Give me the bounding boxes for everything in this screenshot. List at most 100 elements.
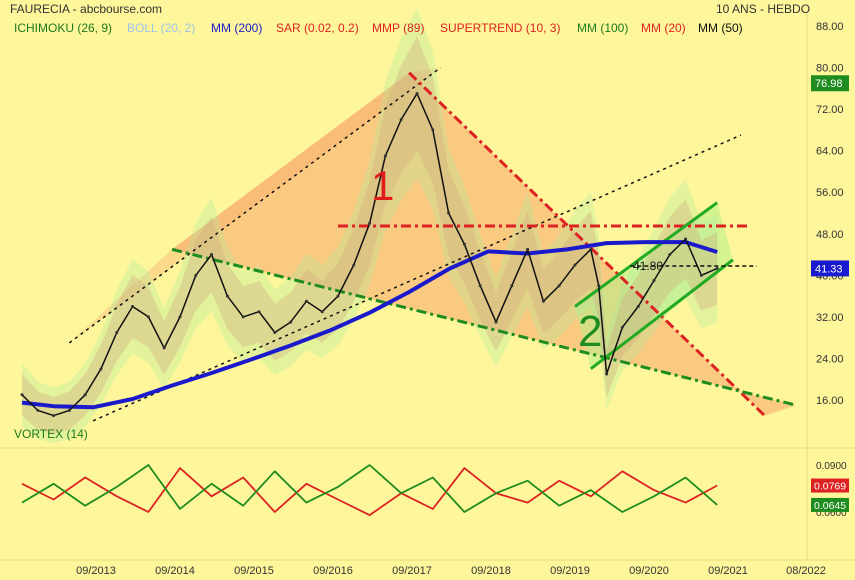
price-point (83, 393, 87, 397)
vortex-minus-line (21, 464, 718, 513)
price-point (652, 279, 656, 283)
legend-mm200: MM (200) (211, 21, 263, 35)
legend-mm20: MM (20) (641, 21, 686, 35)
y-tick-label: 48.00 (816, 229, 844, 241)
vortex-tick-label: 0.0900 (816, 461, 847, 472)
y-tick-label: 56.00 (816, 187, 844, 199)
price-badge (811, 75, 849, 92)
legend-sar: SAR (0.02, 0.2) (276, 21, 359, 35)
price-point (115, 330, 119, 334)
x-tick-label: 09/2020 (629, 565, 669, 577)
x-tick-label: 09/2013 (76, 565, 116, 577)
legend-supertrend: SUPERTREND (10, 3) (440, 21, 561, 35)
price-point (352, 263, 356, 267)
price-point (597, 284, 601, 288)
x-tick-label: 09/2014 (155, 565, 195, 577)
chart-period: 10 ANS - HEBDO (716, 2, 811, 16)
x-tick-label: 08/2022 (786, 565, 826, 577)
lower-trendline-1 (92, 134, 742, 422)
price-point (462, 242, 466, 246)
legend-mm50: MM (50) (698, 21, 743, 35)
price-point (478, 284, 482, 288)
legend-mmp89: MMP (89) (372, 21, 425, 35)
downtrend-line (408, 71, 766, 417)
x-tick-label: 09/2021 (708, 565, 748, 577)
price-point (320, 310, 324, 314)
price-badge-label: 41.33 (815, 263, 843, 275)
price-point (699, 273, 703, 277)
legend-ichimoku: ICHIMOKU (26, 9) (14, 21, 113, 35)
vortex-badge (811, 478, 849, 493)
price-point (194, 273, 198, 277)
wave-2-label: 2 (578, 307, 603, 356)
price-point (210, 253, 214, 257)
price-point (589, 247, 593, 251)
price-point (20, 393, 24, 397)
price-point (241, 315, 245, 319)
x-tick-label: 09/2015 (234, 565, 274, 577)
price-point (162, 346, 166, 350)
wave-wedge-fill (69, 67, 441, 343)
vortex-plus-line (21, 467, 718, 516)
price-point (336, 294, 340, 298)
price-point (67, 408, 71, 412)
price-point (146, 315, 150, 319)
y-tick-label: 88.00 (816, 21, 844, 33)
level-label: 41.80 (633, 259, 664, 273)
price-point (257, 310, 261, 314)
price-point (178, 315, 182, 319)
series-price-line (21, 92, 718, 417)
x-tick-label: 09/2018 (471, 565, 511, 577)
series-mm200-line (21, 240, 718, 410)
y-tick-label: 24.00 (816, 353, 844, 365)
price-point (541, 299, 545, 303)
price-point (273, 330, 277, 334)
price-point (99, 367, 103, 371)
price-point (715, 266, 719, 270)
price-point (131, 305, 135, 308)
price-point (447, 211, 451, 215)
price-badge-label: 76.98 (815, 78, 843, 90)
price-point (557, 284, 561, 288)
price-point (636, 305, 640, 308)
price-point (225, 294, 229, 298)
price-point (52, 414, 56, 418)
x-tick-label: 09/2019 (550, 565, 590, 577)
vortex-label: VORTEX (14) (14, 427, 88, 441)
price-point (368, 221, 372, 225)
price-point (304, 299, 308, 303)
upper-trendline-1 (68, 66, 442, 344)
price-point (510, 284, 514, 288)
price-point (668, 253, 672, 257)
wave-1-label: 1 (371, 162, 395, 209)
price-point (573, 263, 577, 267)
price-point (431, 128, 435, 132)
y-tick-label: 32.00 (816, 312, 844, 324)
vortex-badge (811, 497, 849, 512)
price-point (684, 237, 688, 241)
price-point (494, 320, 498, 324)
price-point (399, 118, 403, 121)
x-tick-label: 09/2017 (392, 565, 432, 577)
price-point (620, 325, 624, 329)
legend-boll: BOLL (20, 2) (127, 21, 196, 35)
ichimoku-cloud (22, 36, 718, 435)
vortex-tick-label: 0.0600 (816, 508, 847, 519)
price-point (526, 247, 530, 251)
bollinger-band (22, 7, 718, 444)
vortex-badge-label: 0.0769 (814, 481, 846, 493)
chart-title: FAURECIA - abcbourse.com (10, 2, 163, 16)
x-tick-label: 09/2016 (313, 565, 353, 577)
price-point (605, 372, 609, 376)
vortex-badge-label: 0.0645 (814, 500, 846, 512)
y-tick-label: 80.00 (816, 63, 844, 75)
price-point (383, 154, 387, 158)
y-tick-label: 64.00 (816, 146, 844, 158)
y-tick-label: 16.00 (816, 395, 844, 407)
price-point (289, 320, 293, 324)
price-badge (811, 260, 849, 277)
legend-mm100: MM (100) (577, 21, 629, 35)
price-point (415, 92, 419, 96)
